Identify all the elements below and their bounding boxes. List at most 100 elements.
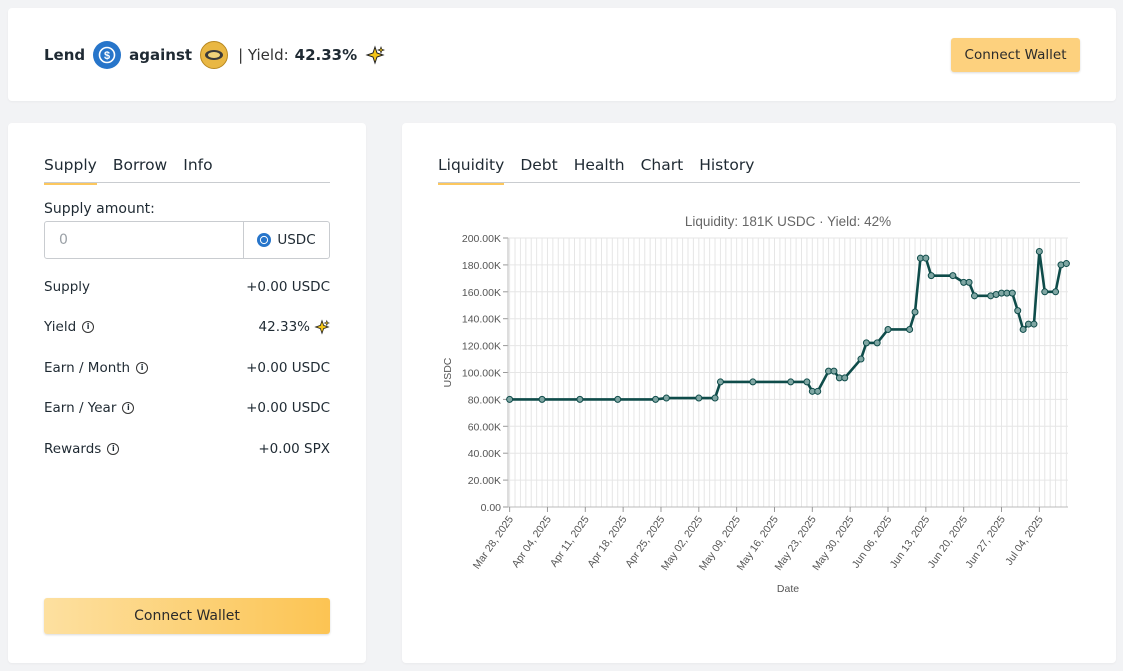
usdc-coin-icon: $ (93, 41, 122, 69)
yield-prefix: | Yield: (238, 46, 289, 64)
y-axis-label: USDC (442, 357, 454, 387)
y-tick-label: 140.00K (462, 314, 501, 326)
data-point (1041, 288, 1049, 296)
market-title: Lend $ against | Yield: 42.33% (44, 40, 386, 70)
tab-liquidity[interactable]: Liquidity (438, 156, 505, 185)
data-point (716, 378, 724, 386)
usdc-icon (257, 233, 272, 247)
chart-title: Liquidity: 181K USDC · Yield: 42% (685, 214, 891, 229)
tab-debt[interactable]: Debt (520, 156, 558, 174)
supply-tabs: Supply Borrow Info (44, 156, 213, 185)
data-point (749, 378, 757, 386)
info-icon[interactable]: i (136, 362, 149, 374)
y-tick-label: 100.00K (462, 368, 501, 380)
data-point (506, 395, 514, 403)
stat-label: Rewards (44, 441, 102, 457)
info-icon[interactable]: i (82, 321, 95, 333)
stat-value: +0.00 USDC (246, 279, 330, 295)
y-tick-label: 180.00K (462, 260, 501, 272)
data-point (711, 394, 719, 402)
data-point (1062, 260, 1070, 268)
data-point (841, 374, 849, 382)
supply-amount-input[interactable] (45, 222, 243, 258)
supply-amount-label: Supply amount: (44, 201, 155, 217)
lend-label: Lend (44, 46, 86, 64)
y-tick-label: 120.00K (462, 341, 501, 353)
stat-label-wrap: Yield i (44, 319, 95, 335)
currency-suffix: USDC (243, 222, 329, 258)
data-point (803, 378, 811, 386)
tab-chart[interactable]: Chart (640, 156, 684, 174)
data-point (1019, 325, 1027, 333)
data-point (927, 272, 935, 280)
data-point (614, 395, 622, 403)
chart-panel: Liquidity Debt Health Chart History 0.00… (402, 123, 1116, 663)
stat-label: Yield (44, 319, 77, 335)
stat-label: Supply (44, 279, 91, 295)
y-tick-label: 160.00K (462, 287, 501, 299)
tab-divider (44, 182, 330, 183)
data-point (1008, 289, 1016, 297)
data-point (949, 272, 957, 280)
data-point (814, 387, 822, 395)
y-tick-label: 40.00K (468, 448, 501, 460)
data-point (884, 325, 892, 333)
tab-divider (438, 182, 1080, 183)
x-tick-label: Apr 11, 2025 (548, 514, 592, 570)
data-point (538, 395, 546, 403)
tab-health[interactable]: Health (573, 156, 625, 174)
supply-amount-field: USDC (44, 221, 330, 259)
x-tick-label: Jul 04, 2025 (1003, 514, 1046, 568)
data-point (965, 278, 973, 286)
y-tick-label: 80.00K (468, 394, 501, 406)
tab-borrow[interactable]: Borrow (112, 156, 168, 174)
stat-label-wrap: Rewards i (44, 441, 120, 457)
stat-value: +0.00 SPX (258, 441, 330, 457)
stat-row-yield: Yield i 42.33% (44, 319, 330, 335)
tab-history[interactable]: History (699, 156, 755, 174)
y-tick-label: 200.00K (462, 233, 501, 245)
data-point (662, 394, 670, 402)
data-point (873, 339, 881, 347)
tab-supply[interactable]: Supply (44, 156, 97, 185)
liquidity-chart: 0.00 20.00K 40.00K 60.00K 80.00K 100.00K 120.0… (442, 214, 1070, 595)
x-tick-label: Jun 27, 2025 (963, 514, 1008, 571)
data-point (970, 292, 978, 300)
stat-value-wrap: 42.33% (259, 319, 330, 335)
chart-tabs: Liquidity Debt Health Chart History (438, 156, 754, 185)
svg-text:$: $ (104, 50, 110, 62)
stat-label: Earn / Year (44, 400, 117, 416)
data-point (1030, 320, 1038, 328)
stat-value: +0.00 USDC (246, 360, 330, 376)
stat-row-supply: Supply +0.00 USDC (44, 279, 330, 295)
data-point (906, 325, 914, 333)
against-label: against (129, 46, 193, 64)
data-point (695, 394, 703, 402)
data-point (830, 367, 838, 375)
data-point (857, 355, 865, 363)
data-point (1035, 247, 1043, 255)
tab-info[interactable]: Info (183, 156, 213, 174)
stat-row-earn-month: Earn / Month i +0.00 USDC (44, 360, 330, 376)
connect-wallet-button[interactable]: Connect Wallet (951, 38, 1080, 72)
info-icon[interactable]: i (122, 402, 135, 414)
stat-value: +0.00 USDC (246, 400, 330, 416)
info-icon[interactable]: i (107, 443, 120, 455)
y-tick-label: 60.00K (468, 421, 501, 433)
supply-panel: Supply Borrow Info Supply amount: USDC S… (8, 123, 366, 663)
spx-coin-icon (200, 41, 229, 69)
currency-label: USDC (277, 232, 316, 248)
y-tick-label: 0.00 (481, 502, 502, 514)
sparkle-icon (314, 319, 330, 335)
data-point (787, 378, 795, 386)
sparkle-icon (365, 45, 386, 65)
data-point (652, 395, 660, 403)
data-point (576, 395, 584, 403)
data-point (1014, 307, 1022, 315)
data-point (911, 308, 919, 316)
data-point (922, 254, 930, 262)
connect-wallet-button[interactable]: Connect Wallet (44, 598, 330, 634)
data-point (1052, 288, 1060, 296)
stat-label-wrap: Earn / Year i (44, 400, 135, 416)
series-line (509, 250, 1067, 401)
